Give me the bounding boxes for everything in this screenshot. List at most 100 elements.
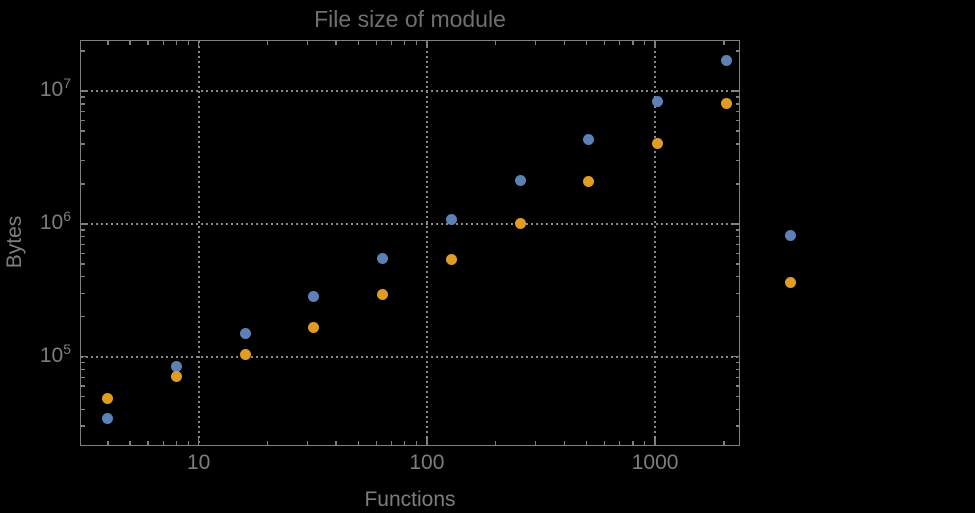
axis-tick-left — [81, 376, 85, 378]
axis-tick-left — [81, 395, 85, 398]
data-point-blue — [583, 133, 595, 145]
axis-tick-right — [735, 408, 740, 411]
axis-tick-top — [162, 40, 165, 45]
data-point-blue — [171, 360, 183, 372]
axis-tick-left — [81, 143, 85, 145]
axis-tick-bottom — [535, 440, 537, 445]
axis-tick-top — [107, 40, 109, 45]
gridline-vertical — [654, 40, 657, 445]
axis-tick-right — [735, 243, 740, 246]
axis-tick-bottom — [335, 440, 337, 445]
axis-tick-bottom — [585, 440, 588, 445]
axis-tick-bottom — [187, 440, 189, 445]
axis-tick-left — [81, 103, 85, 105]
axis-tick-right — [735, 368, 740, 371]
x-tick-label: 10 — [187, 451, 211, 474]
axis-tick-right — [735, 236, 740, 238]
data-point-blue — [102, 413, 114, 425]
axis-tick-bottom — [162, 440, 165, 445]
axis-tick-top — [306, 40, 309, 45]
axis-tick-bottom — [266, 440, 269, 445]
axis-tick-bottom — [426, 437, 428, 445]
axis-tick-bottom — [197, 437, 200, 445]
data-point-blue — [445, 213, 457, 225]
axis-tick-right — [735, 143, 740, 145]
axis-tick-bottom — [415, 440, 418, 445]
axis-tick-bottom — [632, 440, 634, 445]
axis-tick-bottom — [723, 440, 725, 445]
axis-tick-top — [266, 40, 269, 45]
data-point-orange — [308, 321, 320, 333]
x-tick-label: 100 — [409, 451, 445, 474]
axis-tick-left — [81, 385, 85, 387]
axis-tick-right — [735, 159, 740, 162]
data-point-orange — [514, 217, 526, 229]
axis-tick-bottom — [107, 440, 109, 445]
axis-tick-left — [81, 96, 85, 98]
data-point-orange — [720, 97, 732, 109]
axis-tick-left — [81, 292, 85, 295]
axis-tick-bottom — [654, 437, 656, 445]
axis-tick-top — [375, 40, 377, 45]
y-tick-label: 107 — [40, 75, 71, 102]
axis-tick-left — [81, 130, 85, 132]
axis-tick-right — [735, 96, 740, 98]
axis-tick-left — [81, 263, 85, 265]
axis-tick-right — [735, 362, 740, 364]
plot-frame — [80, 40, 741, 446]
data-point-blue — [239, 327, 251, 339]
axis-tick-left — [81, 183, 85, 185]
axis-tick-left — [81, 50, 85, 52]
axis-tick-bottom — [357, 440, 359, 445]
axis-tick-left — [81, 368, 85, 371]
axis-tick-top — [632, 40, 634, 45]
axis-tick-top — [535, 40, 537, 45]
axis-tick-top — [129, 40, 131, 45]
data-point-orange — [171, 371, 183, 383]
x-tick-label: 1000 — [631, 451, 679, 474]
axis-tick-bottom — [147, 440, 149, 445]
axis-tick-right — [735, 425, 740, 427]
data-point-orange — [377, 288, 389, 300]
axis-tick-top — [175, 40, 178, 45]
axis-tick-right — [735, 316, 740, 318]
data-point-orange — [651, 137, 663, 149]
axis-tick-top — [404, 40, 406, 45]
axis-tick-left — [81, 425, 85, 427]
axis-tick-bottom — [563, 440, 565, 445]
data-point-blue — [651, 95, 663, 107]
y-tick-exponent: 7 — [63, 75, 71, 92]
axis-tick-right — [735, 252, 740, 255]
axis-tick-bottom — [375, 440, 377, 445]
data-point-blue — [784, 229, 796, 241]
axis-tick-bottom — [494, 440, 497, 445]
axis-tick-left — [81, 236, 85, 238]
axis-tick-left — [81, 90, 88, 92]
y-tick-base: 10 — [39, 210, 64, 234]
axis-tick-right — [732, 223, 740, 225]
gridline-vertical — [425, 40, 428, 445]
axis-tick-right — [732, 90, 740, 92]
axis-tick-top — [723, 40, 725, 45]
axis-tick-top — [187, 40, 189, 45]
axis-tick-left — [81, 408, 85, 411]
axis-tick-left — [81, 110, 85, 113]
axis-tick-top — [563, 40, 565, 45]
y-tick-exponent: 5 — [63, 340, 71, 357]
axis-tick-left — [81, 223, 88, 225]
axis-tick-top — [415, 40, 418, 45]
data-point-orange — [102, 392, 114, 404]
gridline-horizontal — [81, 90, 740, 93]
axis-tick-bottom — [129, 440, 131, 445]
axis-tick-right — [735, 183, 740, 185]
axis-tick-top — [147, 40, 149, 45]
axis-tick-top — [494, 40, 497, 45]
axis-tick-top — [643, 40, 646, 45]
axis-tick-top — [197, 40, 200, 48]
data-point-blue — [720, 55, 732, 67]
axis-tick-right — [735, 376, 740, 378]
axis-tick-right — [735, 395, 740, 398]
axis-tick-top — [603, 40, 606, 45]
axis-tick-left — [81, 362, 85, 364]
